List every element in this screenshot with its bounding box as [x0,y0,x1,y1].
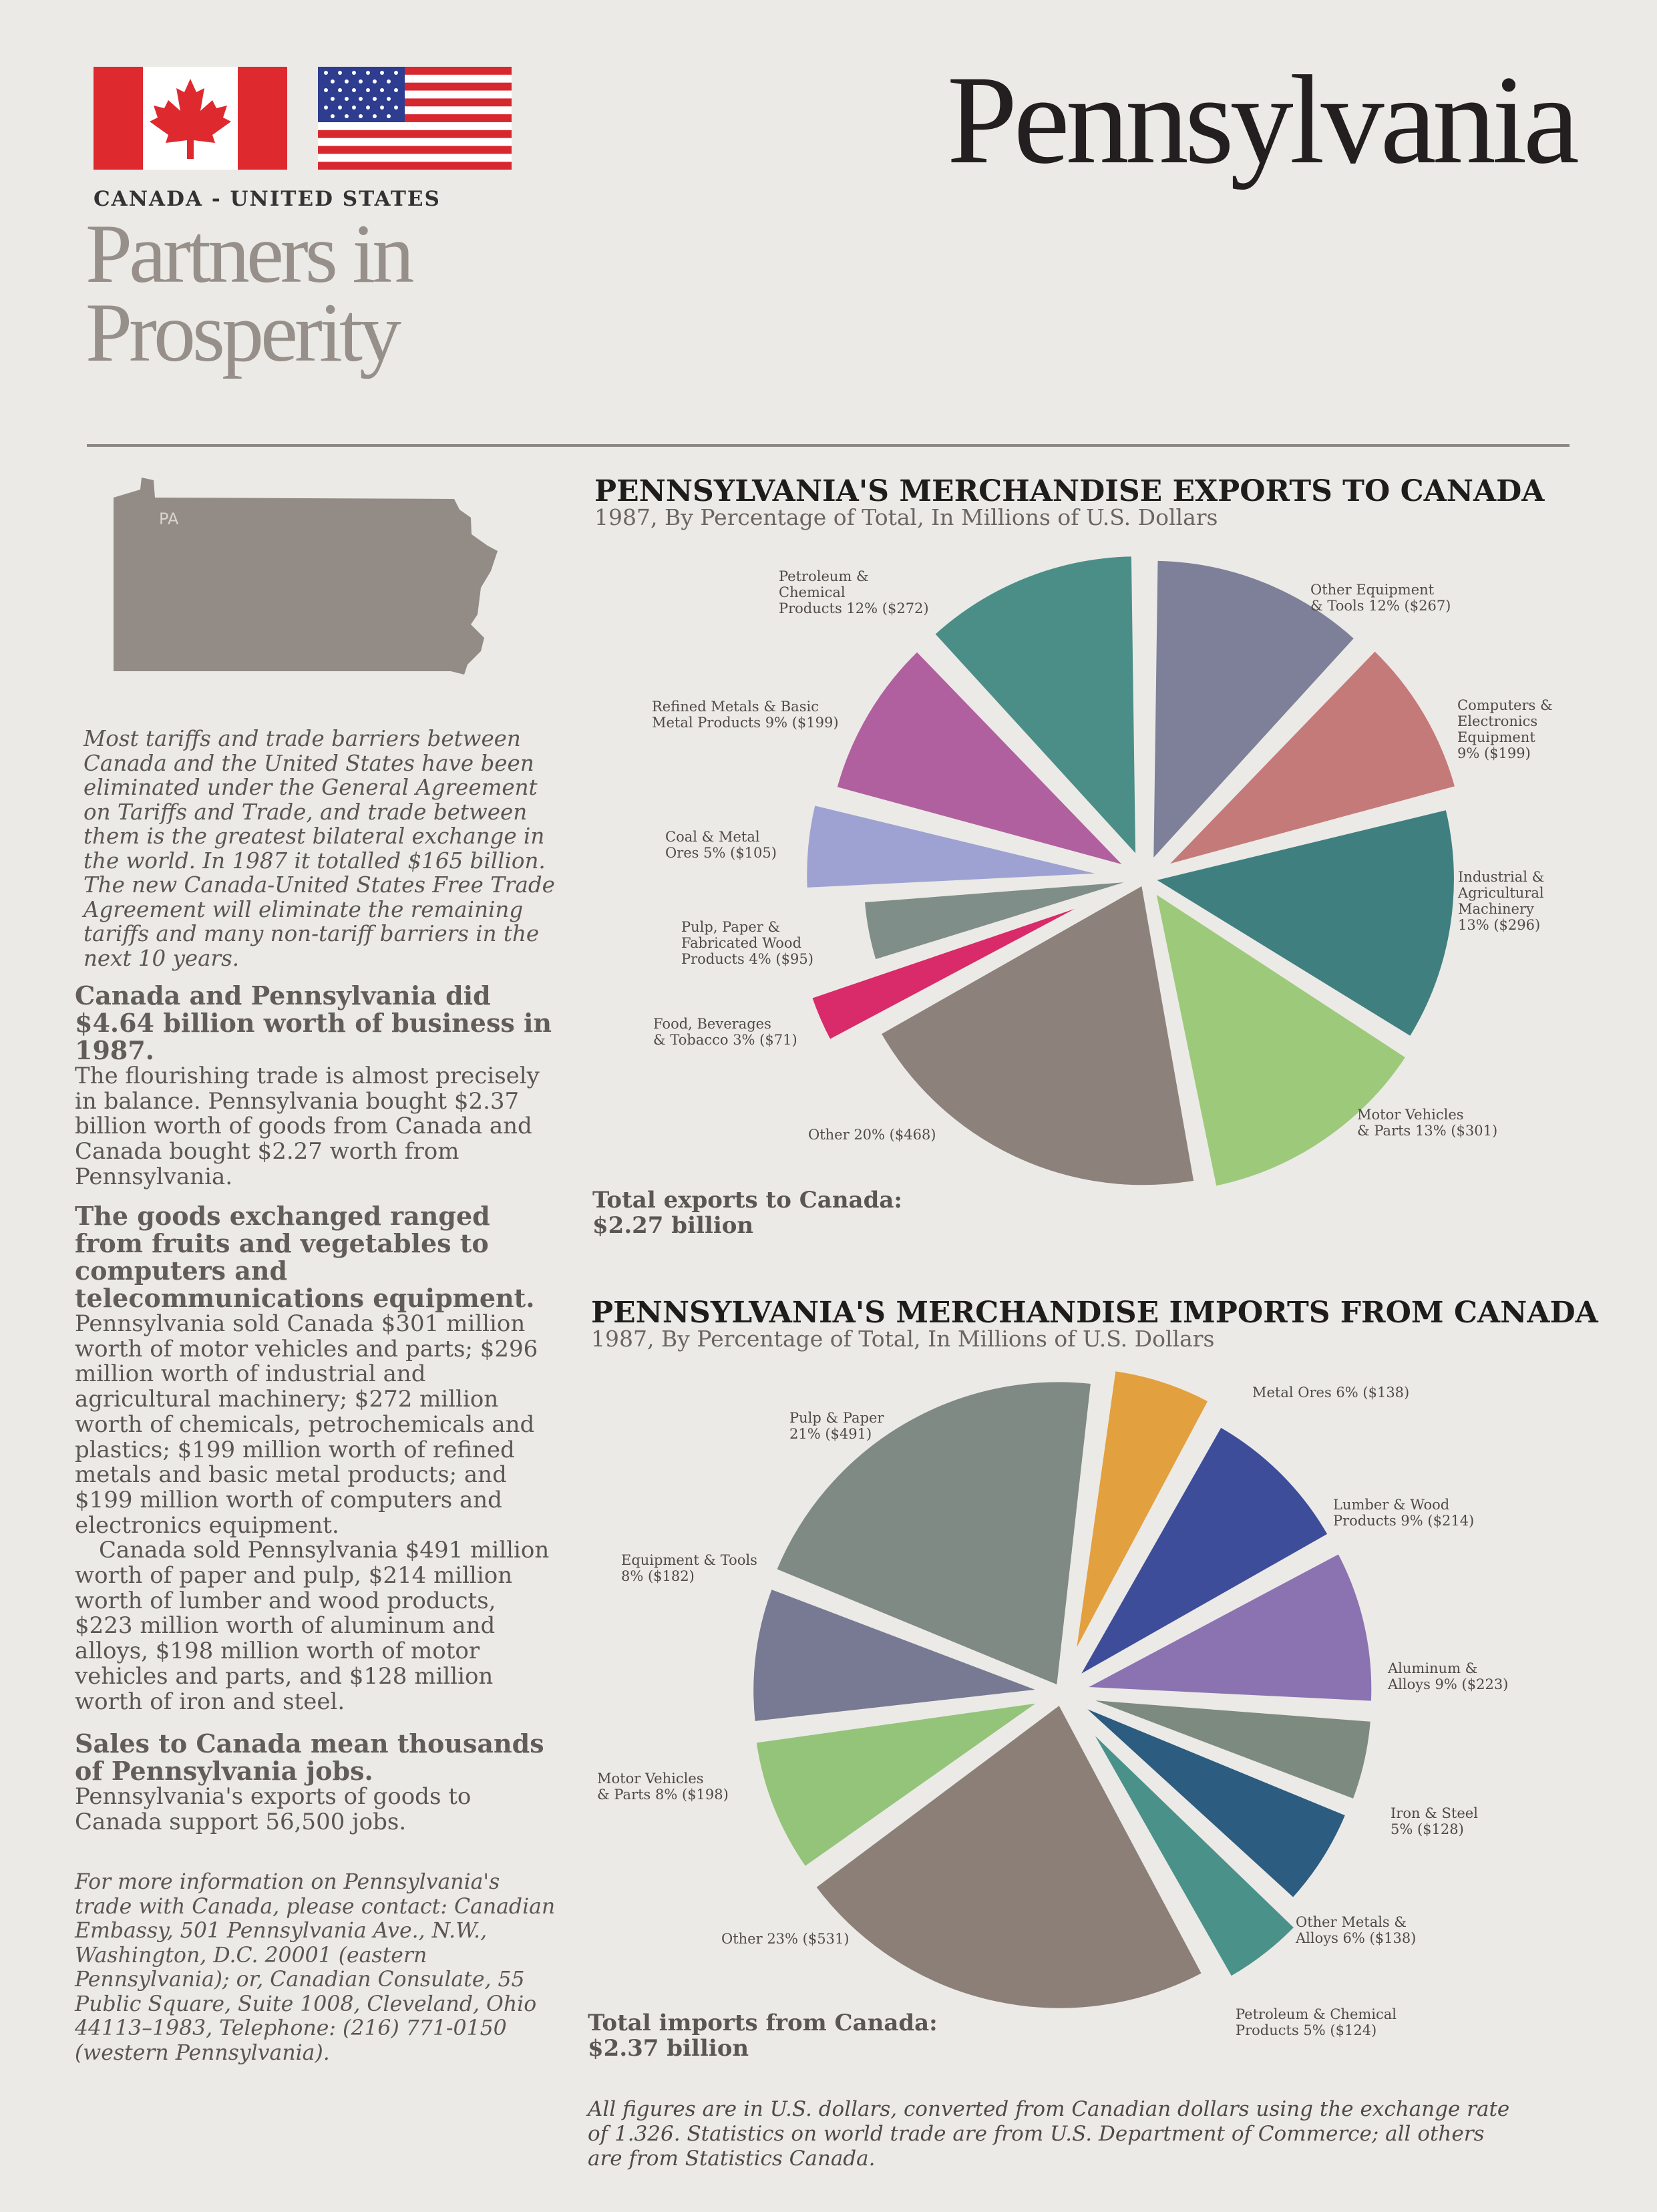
section-body: Canada sold Pennsylvania $491 million wo… [75,1537,550,1715]
exports-pie-chart: Other Equipment & Tools 12% ($267) Compute… [652,552,1553,1191]
exports-slice-label: Computers & Electronics Equipment 9% ($199) [1457,697,1553,761]
exports-slice-label: Coal & Metal Ores 5% ($105) [665,829,777,861]
brochure-title: Partners in Prosperity [85,208,414,379]
exports-chart-title: PENNSYLVANIA'S MERCHANDISE EXPORTS TO CA… [594,474,1545,508]
section-heading: Canada and Pennsylvania did $4.64 billio… [75,980,552,1065]
exports-total: Total exports to Canada: $2.27 billion [592,1187,902,1238]
imports-slice [771,1378,1095,1690]
exports-total-label: Total exports to Canada: [592,1187,902,1214]
state-title: Pennsylvania [946,50,1580,190]
exports-slice [1157,646,1460,872]
imports-slice-label: Petroleum & Chemical Products 5% ($124) [1236,2006,1397,2038]
canada-flag-icon [94,67,287,170]
exports-total-value: $2.27 billion [592,1212,754,1239]
imports-slice [749,1584,1045,1726]
imports-chart-subtitle: 1987, By Percentage of Total, In Million… [591,1326,1215,1352]
section-goods: The goods exchanged ranged from fruits a… [75,1202,556,1714]
imports-slice-label: Equipment & Tools 8% ($182) [621,1552,757,1584]
exports-slice-label: Petroleum & Chemical Products 12% ($272) [779,568,929,616]
exports-chart-subtitle: 1987, By Percentage of Total, In Million… [594,504,1218,530]
imports-slice [1071,1366,1214,1660]
imports-slice-label: Other 23% ($531) [721,1931,850,1947]
footnote: All figures are in U.S. dollars, convert… [588,2097,1510,2171]
exports-slice [1150,886,1411,1191]
section-heading: The goods exchanged ranged from fruits a… [75,1201,535,1313]
imports-total-label: Total imports from Canada: [588,2010,938,2036]
exports-slice-label: Other Equipment & Tools 12% ($267) [1310,582,1451,614]
exports-slice-label: Other 20% ($468) [808,1127,936,1143]
imports-slice [1081,1695,1375,1804]
imports-slice [811,1700,1207,2012]
exports-slice [930,552,1140,864]
section-heading: Sales to Canada mean thousands of Pennsy… [75,1728,544,1786]
imports-slice-label: Metal Ores 6% ($138) [1252,1385,1409,1401]
exports-slice [876,880,1199,1189]
exports-slice [807,897,1099,1045]
imports-slice [1071,1422,1333,1684]
imports-slice-label: Pulp & Paper 21% ($491) [789,1410,884,1442]
section-jobs: Sales to Canada mean thousands of Pennsy… [75,1730,556,1835]
exports-slice-label: Motor Vehicles & Parts 13% ($301) [1357,1107,1497,1139]
exports-slice-label: Refined Metals & Basic Metal Products 9% … [652,699,839,731]
imports-slice-label: Aluminum & Alloys 9% ($223) [1387,1660,1508,1692]
exports-slice [803,801,1109,892]
imports-pie-chart: Metal Ores 6% ($138) Lumber & Wood Product… [597,1366,1508,2038]
us-flag-icon [318,67,512,170]
exports-slice [832,647,1135,872]
section-body: Pennsylvania's exports of goods to Canad… [75,1783,472,1835]
section-business: Canada and Pennsylvania did $4.64 billio… [75,982,556,1190]
imports-slice-label: Lumber & Wood Products 9% ($214) [1333,1497,1474,1529]
header-divider [87,444,1570,447]
section-body: The flourishing trade is almost precisel… [75,1063,540,1190]
section-body: Pennsylvania sold Canada $301 million wo… [75,1310,538,1539]
exports-slice [860,877,1142,964]
imports-slice [1085,1723,1300,1982]
pennsylvania-map-shape [114,478,498,675]
exports-slice [1149,556,1360,868]
imports-slice [1074,1549,1376,1705]
imports-slice-label: Other Metals & Alloys 6% ($138) [1295,1914,1416,1946]
imports-total-value: $2.37 billion [588,2035,749,2062]
imports-total: Total imports from Canada: $2.37 billion [588,2010,938,2061]
exports-slice-label: Pulp, Paper & Fabricated Wood Products 4% … [681,919,813,967]
exports-slice-label: Food, Beverages & Tobacco 3% ($71) [653,1016,797,1048]
imports-slice-label: Motor Vehicles & Parts 8% ($198) [597,1771,729,1803]
imports-chart-title: PENNSYLVANIA'S MERCHANDISE IMPORTS FROM … [591,1296,1598,1330]
imports-slice-label: Iron & Steel 5% ($128) [1391,1805,1478,1837]
header-subtitle: CANADA - UNITED STATES [94,187,441,211]
imports-slice [751,1698,1045,1872]
brochure-title-line2: Prosperity [85,287,401,379]
contact-info: For more information on Pennsylvania's t… [75,1870,556,2065]
intro-paragraph: Most tariffs and trade barriers between … [83,726,555,971]
map-label: PA [159,510,179,528]
imports-slice [1076,1701,1350,1903]
exports-slice [1147,805,1458,1042]
pennsylvania-map-icon: PA [114,478,498,675]
exports-slice-label: Industrial & Agricultural Machinery 13% ($2… [1457,869,1544,933]
brochure-title-line1: Partners in [85,208,414,301]
